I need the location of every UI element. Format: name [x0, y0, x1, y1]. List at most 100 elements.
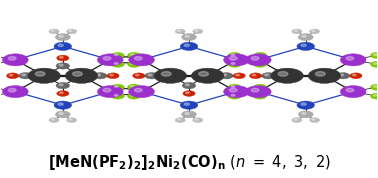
Circle shape — [301, 103, 306, 105]
Circle shape — [223, 86, 249, 98]
Circle shape — [59, 112, 63, 115]
Circle shape — [112, 61, 124, 67]
Circle shape — [228, 84, 241, 90]
Circle shape — [49, 118, 59, 122]
Circle shape — [127, 52, 141, 58]
Circle shape — [175, 29, 185, 34]
Circle shape — [339, 74, 343, 76]
Circle shape — [265, 74, 269, 76]
Circle shape — [129, 54, 155, 66]
Circle shape — [54, 42, 72, 51]
Circle shape — [103, 57, 111, 60]
Circle shape — [67, 29, 77, 34]
Circle shape — [228, 52, 241, 58]
Circle shape — [229, 57, 237, 60]
Circle shape — [308, 68, 341, 83]
Circle shape — [251, 88, 259, 92]
Circle shape — [245, 54, 271, 66]
Circle shape — [148, 74, 152, 76]
Circle shape — [370, 52, 378, 58]
Circle shape — [257, 95, 260, 96]
Circle shape — [19, 73, 33, 79]
Circle shape — [185, 35, 189, 37]
Circle shape — [257, 54, 260, 56]
Circle shape — [177, 30, 180, 32]
Circle shape — [193, 29, 203, 34]
Circle shape — [191, 68, 224, 83]
Circle shape — [373, 63, 377, 64]
Circle shape — [69, 30, 72, 32]
Circle shape — [177, 119, 180, 120]
Circle shape — [292, 29, 302, 34]
Circle shape — [346, 57, 354, 60]
Circle shape — [135, 88, 142, 92]
Circle shape — [346, 88, 354, 92]
Circle shape — [59, 92, 63, 94]
Circle shape — [297, 42, 314, 51]
Circle shape — [130, 95, 134, 96]
Circle shape — [249, 73, 262, 79]
Circle shape — [67, 118, 77, 122]
Circle shape — [51, 119, 54, 120]
Circle shape — [310, 29, 320, 34]
Circle shape — [54, 101, 72, 109]
Circle shape — [184, 44, 189, 47]
Circle shape — [129, 86, 155, 98]
Circle shape — [195, 119, 198, 120]
Circle shape — [114, 86, 118, 87]
Circle shape — [373, 95, 377, 96]
Circle shape — [257, 63, 260, 64]
Circle shape — [133, 73, 145, 79]
Circle shape — [161, 72, 171, 76]
Circle shape — [298, 111, 313, 118]
Circle shape — [22, 74, 26, 76]
Circle shape — [228, 93, 241, 99]
Circle shape — [56, 82, 70, 89]
Circle shape — [262, 73, 275, 79]
Circle shape — [254, 61, 266, 67]
Circle shape — [114, 54, 118, 56]
Circle shape — [233, 73, 245, 79]
Circle shape — [294, 30, 297, 32]
Circle shape — [9, 74, 13, 76]
Circle shape — [59, 56, 63, 58]
Circle shape — [271, 68, 304, 83]
Circle shape — [175, 118, 185, 122]
Circle shape — [183, 91, 195, 96]
Circle shape — [107, 73, 119, 79]
Circle shape — [56, 111, 70, 118]
Circle shape — [69, 119, 72, 120]
Circle shape — [28, 68, 60, 83]
Circle shape — [3, 86, 28, 98]
Circle shape — [112, 52, 124, 58]
Circle shape — [184, 103, 189, 105]
Circle shape — [181, 111, 197, 118]
Circle shape — [254, 93, 266, 99]
Circle shape — [98, 86, 123, 98]
Circle shape — [231, 95, 235, 96]
Circle shape — [231, 86, 235, 87]
Circle shape — [180, 42, 198, 51]
Circle shape — [58, 44, 63, 47]
Circle shape — [56, 34, 70, 41]
Circle shape — [373, 54, 377, 56]
Circle shape — [336, 73, 350, 79]
Circle shape — [316, 72, 325, 76]
Circle shape — [112, 84, 124, 90]
Circle shape — [130, 63, 134, 64]
Circle shape — [8, 57, 16, 60]
Circle shape — [114, 95, 118, 96]
Circle shape — [229, 88, 237, 92]
Circle shape — [301, 44, 306, 47]
Circle shape — [73, 72, 82, 76]
Circle shape — [302, 35, 306, 37]
Circle shape — [312, 30, 315, 32]
Circle shape — [297, 101, 314, 109]
Circle shape — [65, 68, 98, 83]
Circle shape — [340, 86, 366, 98]
Circle shape — [98, 54, 123, 66]
Circle shape — [154, 68, 187, 83]
Circle shape — [292, 118, 302, 122]
Circle shape — [59, 35, 63, 37]
Circle shape — [112, 93, 124, 99]
